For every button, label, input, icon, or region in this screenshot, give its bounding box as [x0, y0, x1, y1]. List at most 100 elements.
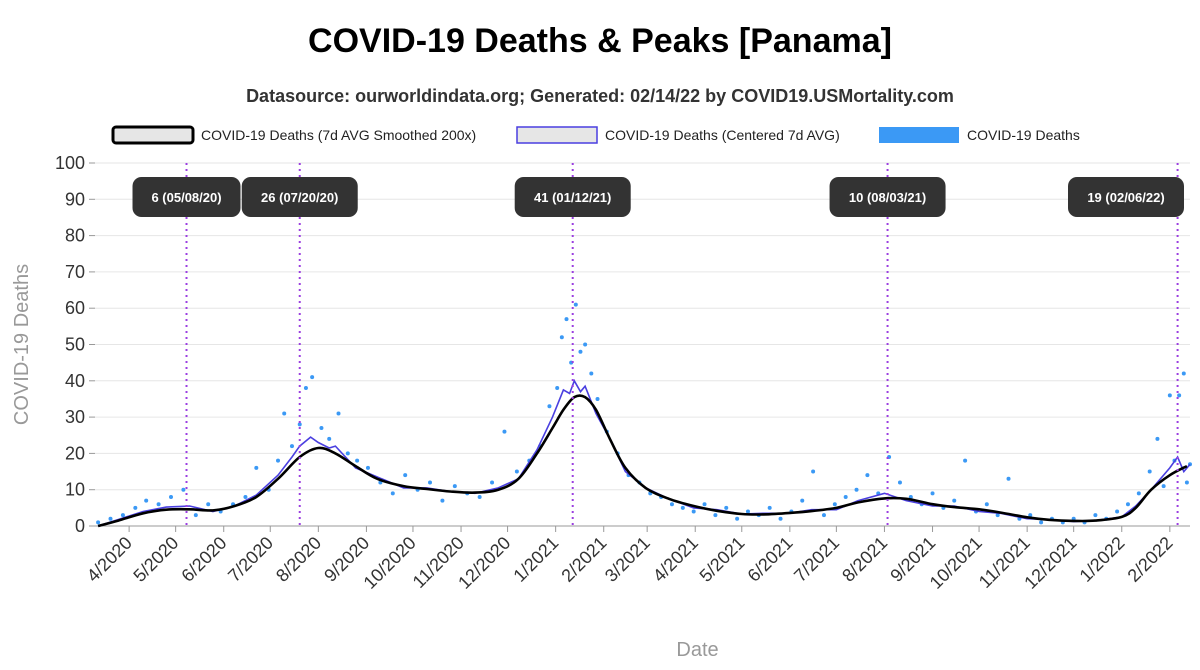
- deaths-point: [1161, 484, 1166, 489]
- deaths-point: [345, 451, 350, 456]
- y-tick-label: 0: [75, 516, 85, 536]
- y-tick-label: 60: [65, 298, 85, 318]
- deaths-point: [1006, 476, 1011, 481]
- legend-label: COVID-19 Deaths (7d AVG Smoothed 200x): [201, 127, 476, 143]
- deaths-point: [193, 513, 198, 518]
- deaths-point: [514, 469, 519, 474]
- y-tick-label: 40: [65, 371, 85, 391]
- x-tick-label: 2/2022: [1124, 533, 1177, 586]
- deaths-point: [811, 469, 816, 474]
- x-tick-label: 4/2021: [649, 533, 702, 586]
- deaths-point: [578, 349, 583, 354]
- deaths-point: [365, 465, 370, 470]
- y-tick-label: 10: [65, 480, 85, 500]
- deaths-point: [181, 487, 186, 492]
- deaths-point: [1028, 513, 1033, 518]
- peak-label: 26 (07/20/20): [261, 190, 338, 205]
- deaths-point: [800, 498, 805, 503]
- peak-label-box: [829, 177, 946, 217]
- deaths-point: [930, 491, 935, 496]
- peak-label: 10 (08/03/21): [849, 190, 926, 205]
- deaths-point: [1181, 371, 1186, 376]
- deaths-point: [713, 513, 718, 518]
- deaths-point: [1093, 513, 1098, 518]
- x-tick-label: 3/2021: [601, 533, 654, 586]
- x-tick-label: 8/2020: [272, 533, 325, 586]
- legend: COVID-19 Deaths (7d AVG Smoothed 200x) CO…: [111, 125, 1080, 145]
- deaths-point: [963, 458, 968, 463]
- deaths-point: [243, 494, 248, 499]
- x-tick-label: 1/2021: [509, 533, 562, 586]
- peak-label: 41 (01/12/21): [534, 190, 611, 205]
- y-tick-label: 30: [65, 407, 85, 427]
- deaths-point: [595, 396, 600, 401]
- deaths-point: [490, 480, 495, 485]
- legend-swatch-deaths: [879, 127, 959, 143]
- deaths-point: [133, 505, 138, 510]
- x-tick-label: 7/2020: [224, 533, 277, 586]
- deaths-point: [865, 473, 870, 478]
- x-ticks: 4/20205/20206/20207/20208/20209/202010/2…: [83, 526, 1177, 593]
- deaths-point: [832, 502, 837, 507]
- deaths-point: [403, 473, 408, 478]
- deaths-point: [854, 487, 859, 492]
- peak-label-box: [1068, 177, 1184, 217]
- deaths-point: [477, 494, 482, 499]
- deaths-point: [821, 513, 826, 518]
- deaths-scatter-series: [96, 302, 1192, 525]
- deaths-point: [276, 458, 281, 463]
- deaths-point: [589, 371, 594, 376]
- deaths-point: [908, 494, 913, 499]
- deaths-point: [669, 502, 674, 507]
- deaths-point: [724, 505, 729, 510]
- deaths-point: [96, 520, 101, 525]
- deaths-point: [995, 513, 1000, 518]
- deaths-point: [735, 516, 740, 521]
- deaths-point: [289, 444, 294, 449]
- x-tick-label: 10/2020: [360, 533, 420, 593]
- deaths-point: [319, 425, 324, 430]
- x-tick-label: 5/2020: [129, 533, 182, 586]
- x-tick-label: 4/2020: [83, 533, 136, 586]
- legend-swatch-smoothed: [111, 125, 195, 145]
- x-tick-label: 6/2021: [744, 533, 797, 586]
- deaths-point: [691, 509, 696, 514]
- y-tick-label: 50: [65, 335, 85, 355]
- deaths-point: [778, 516, 783, 521]
- legend-swatch-centered: [516, 126, 598, 144]
- deaths-point: [282, 411, 287, 416]
- x-tick-label: 7/2021: [790, 533, 843, 586]
- y-tick-label: 90: [65, 189, 85, 209]
- smoothed-avg-line: [97, 394, 1188, 528]
- deaths-point: [1147, 469, 1152, 474]
- deaths-point: [1155, 436, 1160, 441]
- x-axis-title: Date: [676, 639, 718, 661]
- deaths-point: [428, 480, 433, 485]
- deaths-point: [310, 375, 315, 380]
- deaths-point: [767, 505, 772, 510]
- peak-label: 6 (05/08/20): [151, 190, 221, 205]
- deaths-point: [564, 317, 569, 322]
- deaths-point: [440, 498, 445, 503]
- y-tick-label: 70: [65, 262, 85, 282]
- deaths-point: [156, 502, 161, 507]
- legend-label: COVID-19 Deaths (Centered 7d AVG): [605, 127, 840, 143]
- chart-title: COVID-19 Deaths & Peaks [Panama]: [308, 22, 892, 60]
- deaths-point: [952, 498, 957, 503]
- deaths-point: [1136, 491, 1141, 496]
- deaths-point: [120, 513, 125, 518]
- x-tick-label: 5/2021: [696, 533, 749, 586]
- deaths-point: [573, 302, 578, 307]
- deaths-point: [1115, 509, 1120, 514]
- deaths-point: [303, 386, 308, 391]
- deaths-point: [1184, 480, 1189, 485]
- y-tick-label: 100: [55, 153, 85, 173]
- deaths-point: [355, 458, 360, 463]
- deaths-point: [1177, 393, 1182, 398]
- deaths-point: [502, 429, 507, 434]
- deaths-point: [547, 404, 552, 409]
- deaths-point: [336, 411, 341, 416]
- deaths-point: [680, 505, 685, 510]
